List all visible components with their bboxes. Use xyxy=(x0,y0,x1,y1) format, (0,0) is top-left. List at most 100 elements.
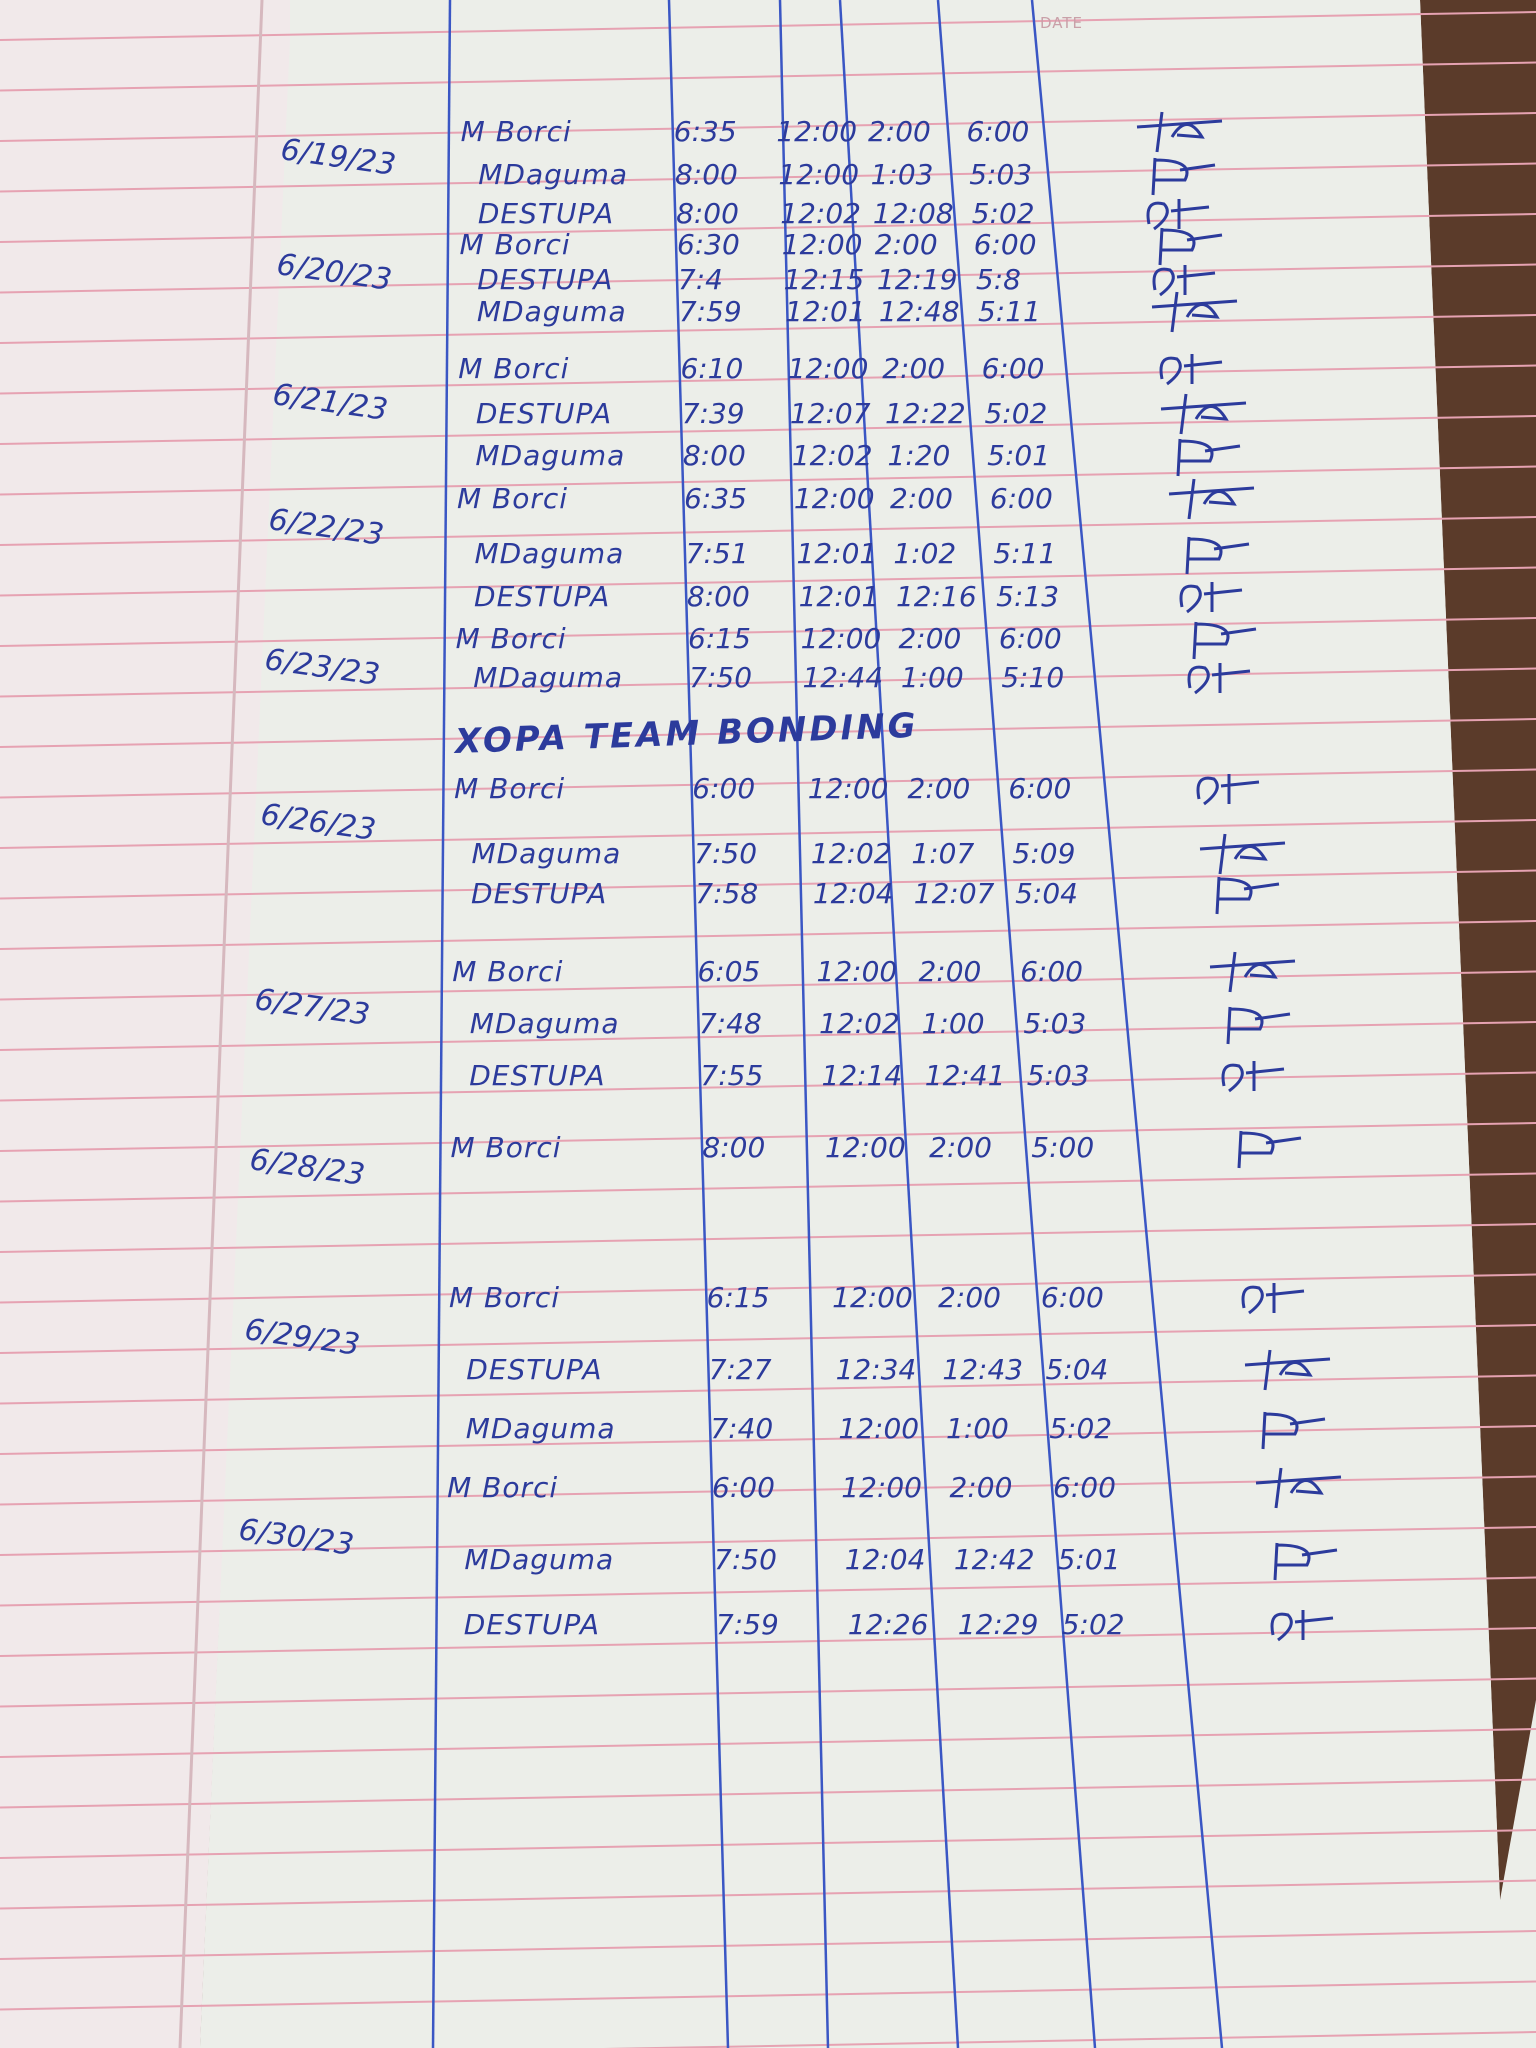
time-in: 7:51 xyxy=(685,537,749,570)
time-out: 6:00 xyxy=(1020,955,1083,988)
signature-mark xyxy=(1136,111,1222,153)
time-out: 5:02 xyxy=(1061,1608,1125,1641)
time-in: 7:27 xyxy=(708,1353,772,1386)
time-out: 5:03 xyxy=(1023,1007,1087,1040)
time-lunch-out: 12:00 xyxy=(800,622,882,655)
time-lunch-in: 2:00 xyxy=(949,1471,1013,1504)
ruled-line xyxy=(0,1627,1536,1657)
time-lunch-in: 2:00 xyxy=(867,115,931,148)
employee-name: M Borci xyxy=(457,482,569,515)
time-lunch-out: 12:14 xyxy=(821,1059,903,1092)
signature-mark xyxy=(1152,291,1238,333)
ruled-line xyxy=(0,566,1536,597)
time-out: 5:04 xyxy=(1045,1353,1109,1386)
time-lunch-out: 12:07 xyxy=(789,397,871,430)
time-lunch-in: 1:07 xyxy=(911,837,975,870)
time-lunch-in: 12:29 xyxy=(957,1608,1039,1641)
time-in: 7:48 xyxy=(698,1007,762,1040)
time-lunch-in: 1:00 xyxy=(945,1412,1009,1445)
time-lunch-in: 1:20 xyxy=(887,439,951,472)
time-lunch-out: 12:00 xyxy=(832,1281,913,1314)
time-in: 7:59 xyxy=(715,1608,779,1641)
ruled-line xyxy=(0,1273,1536,1304)
time-lunch-in: 12:48 xyxy=(878,295,960,328)
ruled-line xyxy=(0,1172,1536,1203)
column-line xyxy=(431,0,452,2048)
ruled-line xyxy=(0,1728,1536,1758)
time-lunch-out: 12:02 xyxy=(780,197,861,230)
time-in: 6:15 xyxy=(706,1281,770,1314)
signature-mark xyxy=(1160,354,1223,386)
signature-mark xyxy=(1180,582,1243,614)
employee-name: DESTUPA xyxy=(466,1353,603,1386)
time-lunch-out: 12:00 xyxy=(824,1131,906,1164)
time-lunch-out: 12:02 xyxy=(819,1007,900,1040)
employee-name: M Borci xyxy=(458,352,570,385)
ruled-line xyxy=(0,819,1536,849)
employee-name: DESTUPA xyxy=(474,580,611,613)
time-lunch-out: 12:00 xyxy=(807,772,889,805)
time-in: 6:10 xyxy=(680,352,744,385)
signature-mark xyxy=(1245,1349,1331,1391)
time-lunch-out: 12:00 xyxy=(778,158,860,191)
time-in: 7:39 xyxy=(681,397,745,430)
employee-name: M Borci xyxy=(455,622,567,655)
time-in: 6:35 xyxy=(673,115,737,148)
time-in: 7:59 xyxy=(678,295,742,328)
signature-mark xyxy=(1215,876,1279,915)
signature-mark xyxy=(1168,478,1254,520)
time-out: 5:02 xyxy=(984,397,1048,430)
time-out: 6:00 xyxy=(1053,1471,1116,1504)
signature-mark xyxy=(1185,536,1249,575)
signature-mark xyxy=(1241,1283,1305,1315)
ruled-line xyxy=(0,718,1536,748)
signature-mark xyxy=(1161,393,1247,435)
employee-name: DESTUPA xyxy=(475,397,613,430)
time-lunch-in: 2:00 xyxy=(898,622,962,655)
time-lunch-out: 12:26 xyxy=(847,1608,929,1641)
time-out: 5:03 xyxy=(969,158,1033,191)
signature-mark xyxy=(1158,227,1222,266)
column-lines xyxy=(431,0,1224,2048)
time-lunch-in: 12:07 xyxy=(913,877,995,910)
time-out: 5:01 xyxy=(1057,1543,1121,1576)
ruled-line xyxy=(0,364,1536,395)
time-in: 7:55 xyxy=(700,1059,764,1092)
ruled-line xyxy=(0,617,1536,647)
time-in: 8:00 xyxy=(682,439,746,472)
time-lunch-out: 12:00 xyxy=(841,1471,922,1504)
time-lunch-in: 12:41 xyxy=(924,1059,1006,1092)
ruled-line xyxy=(0,1071,1536,1102)
time-in: 6:15 xyxy=(688,622,751,655)
time-lunch-in: 1:00 xyxy=(900,661,964,694)
signature-mark xyxy=(1176,438,1241,477)
time-out: 5:11 xyxy=(993,537,1057,570)
employee-name: M Borci xyxy=(454,772,566,805)
time-out: 6:00 xyxy=(973,228,1037,261)
employee-name: MDaguma xyxy=(465,1412,616,1445)
time-lunch-in: 2:00 xyxy=(882,352,946,385)
ruled-line xyxy=(0,1576,1536,1607)
employee-name: DESTUPA xyxy=(469,1059,606,1092)
employee-name: MDaguma xyxy=(469,1007,620,1040)
ruled-line xyxy=(0,314,1536,344)
ruled-line xyxy=(0,465,1536,496)
time-in: 7:50 xyxy=(714,1543,777,1576)
ruled-line xyxy=(0,61,1536,92)
time-lunch-out: 12:00 xyxy=(776,115,858,148)
ruled-line xyxy=(0,869,1536,900)
time-out: 6:00 xyxy=(1008,772,1072,805)
time-lunch-out: 12:01 xyxy=(796,537,878,570)
employee-name: M Borci xyxy=(460,115,572,148)
ruled-line xyxy=(0,1930,1536,1960)
column-line xyxy=(838,0,960,2048)
signature-mark xyxy=(1255,1467,1341,1509)
signature-mark xyxy=(1196,774,1260,806)
time-out: 5:10 xyxy=(1001,661,1065,694)
signature-mark xyxy=(1146,199,1210,231)
employee-name: M Borci xyxy=(450,1131,562,1164)
column-line xyxy=(936,0,1097,2048)
time-lunch-in: 1:03 xyxy=(870,158,934,191)
